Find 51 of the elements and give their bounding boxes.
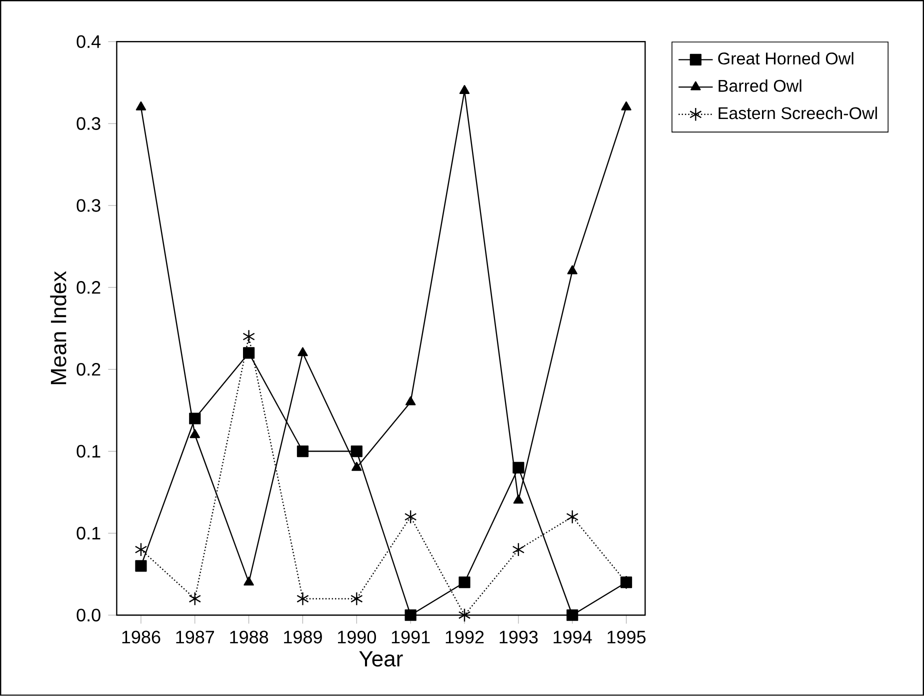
- x-tick-label: 1991: [392, 630, 430, 644]
- point: [459, 85, 470, 94]
- x-tick-label: 1995: [608, 630, 646, 644]
- y-tick-label: 0.1: [76, 444, 100, 458]
- point: [567, 265, 578, 274]
- x-tick-label: 1993: [500, 630, 538, 644]
- point: [188, 592, 202, 606]
- point: [404, 510, 417, 524]
- point: [296, 592, 309, 606]
- point: [566, 510, 578, 524]
- y-tick-label: 0.2: [76, 363, 100, 376]
- point: [243, 347, 255, 359]
- point: [566, 609, 578, 622]
- point: [405, 396, 416, 406]
- point: [352, 462, 362, 471]
- y-tick-label: 0.3: [76, 199, 100, 212]
- x-tick-label: 1990: [338, 630, 376, 644]
- point: [513, 494, 524, 504]
- point: [242, 330, 255, 344]
- x-tick-label: 1986: [122, 630, 160, 644]
- x-axis-title: Year: [359, 651, 403, 667]
- x-tick-label: 1994: [554, 630, 592, 644]
- legend-label: Eastern Screech-Owl: [718, 106, 877, 120]
- y-axis-title: Mean Index: [50, 271, 66, 384]
- point: [458, 608, 471, 622]
- point: [350, 446, 362, 458]
- y-tick-label: 0.2: [76, 281, 100, 294]
- legend-label: Great Horned Owl: [718, 52, 854, 65]
- point: [244, 576, 254, 586]
- point: [134, 542, 148, 557]
- point: [298, 347, 308, 356]
- point: [189, 412, 201, 424]
- x-tick-label: 1992: [446, 630, 484, 644]
- point: [136, 101, 146, 110]
- y-tick-label: 0.0: [76, 608, 100, 622]
- point: [512, 542, 525, 557]
- point: [512, 462, 524, 474]
- x-tick-label: 1989: [284, 630, 322, 644]
- point: [621, 101, 632, 110]
- point: [190, 429, 200, 438]
- point: [404, 609, 416, 622]
- y-tick-label: 0.1: [76, 526, 100, 540]
- y-tick-label: 0.3: [76, 117, 100, 130]
- y-tick-label: 0.4: [76, 35, 101, 48]
- point: [135, 560, 147, 572]
- point: [458, 576, 470, 588]
- legend-label: Barred Owl: [718, 79, 802, 92]
- x-tick-label: 1988: [230, 630, 268, 644]
- x-tick-label: 1987: [176, 630, 214, 644]
- point: [296, 446, 309, 458]
- point: [350, 592, 363, 606]
